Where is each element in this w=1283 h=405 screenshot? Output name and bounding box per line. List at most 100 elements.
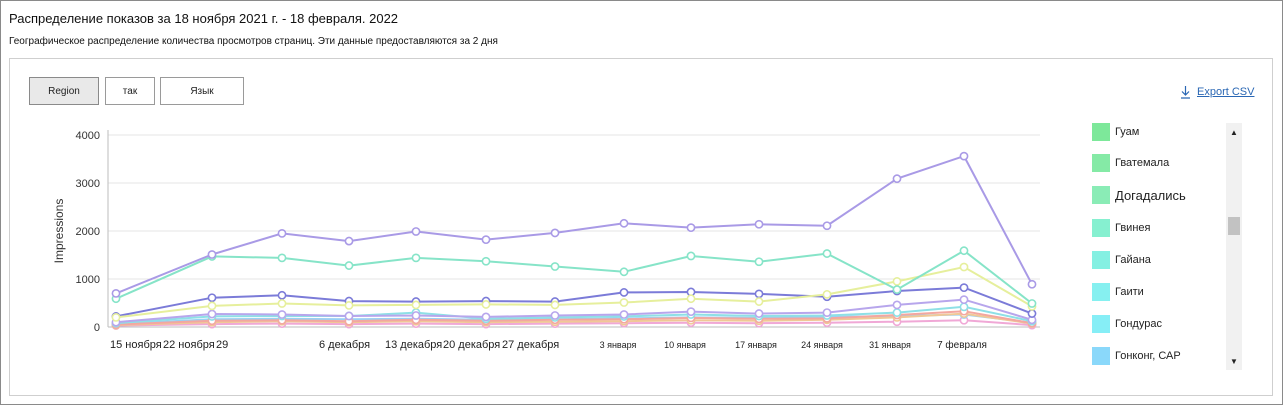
x-tick-label: 20 декабря <box>443 339 500 351</box>
legend-label: Гватемала <box>1115 157 1170 169</box>
data-point <box>1027 299 1037 308</box>
x-tick-label: 24 января <box>801 340 843 350</box>
x-tick-label: 15 ноября <box>110 339 162 351</box>
series-line <box>115 154 1033 295</box>
page-subtitle: Географическое распределение количества … <box>9 36 498 47</box>
data-point <box>411 300 421 310</box>
legend-swatch <box>1092 347 1110 365</box>
data-point <box>344 236 354 246</box>
chevron-down-icon[interactable]: ▼ <box>1230 356 1238 366</box>
data-point <box>411 311 421 320</box>
data-point <box>959 246 969 256</box>
data-point <box>344 311 354 321</box>
download-icon <box>1181 86 1190 99</box>
legend-label: Гуам <box>1115 126 1140 138</box>
data-point <box>411 253 421 263</box>
data-point <box>550 300 560 310</box>
data-point <box>207 250 217 259</box>
data-point <box>619 267 629 277</box>
data-point <box>344 261 354 270</box>
data-point <box>207 293 217 303</box>
data-point <box>1027 309 1037 318</box>
legend-label: Догадались <box>1115 187 1186 203</box>
y-axis-label: Impressions <box>52 199 66 264</box>
data-point <box>277 290 287 300</box>
legend-swatch <box>1092 123 1110 141</box>
data-point <box>277 310 287 319</box>
tab-region[interactable]: Region <box>29 77 99 105</box>
y-tick-label: 0 <box>94 322 100 334</box>
y-tick-label: 3000 <box>76 178 100 190</box>
legend-label: Гайана <box>1115 254 1151 266</box>
data-point <box>344 300 354 310</box>
legend-swatch <box>1092 315 1110 333</box>
data-point <box>686 294 696 304</box>
data-point <box>822 249 832 258</box>
data-point <box>619 288 629 297</box>
data-point <box>277 228 287 238</box>
y-tick-label: 2000 <box>76 226 100 238</box>
chart-panel <box>9 58 1273 396</box>
data-point <box>686 223 696 233</box>
data-point <box>754 297 764 306</box>
legend-item[interactable]: Гвинея <box>1092 219 1150 237</box>
scrollbar-thumb[interactable] <box>1228 217 1240 235</box>
data-point <box>619 298 629 307</box>
series-line <box>115 249 1033 305</box>
data-point <box>550 228 560 238</box>
series-line <box>115 286 1033 318</box>
export-csv-link[interactable]: Export CSV <box>1180 85 1254 99</box>
legend-item[interactable]: Догадались <box>1092 186 1186 204</box>
legend-item[interactable]: Гватемала <box>1092 154 1169 172</box>
legend-label: Гонконг, САР <box>1115 350 1181 362</box>
tab-language[interactable]: Язык <box>160 77 244 105</box>
data-point <box>959 151 969 161</box>
tab-tak[interactable]: так <box>105 77 155 105</box>
legend-item[interactable]: Гаити <box>1092 283 1144 301</box>
legend-item[interactable]: Гайана <box>1092 251 1151 269</box>
legend-item[interactable]: Гуам <box>1092 123 1139 141</box>
data-point <box>686 251 696 261</box>
data-point <box>892 308 902 317</box>
x-tick-label: 31 января <box>869 340 911 350</box>
data-point <box>959 302 969 312</box>
data-point <box>822 289 832 299</box>
series-line <box>115 305 1033 325</box>
y-tick-label: 4000 <box>76 130 100 142</box>
legend-item[interactable]: Гонконг, САР <box>1092 347 1181 365</box>
legend-swatch <box>1092 154 1110 172</box>
series-line <box>115 319 1033 327</box>
x-tick-label: 29 <box>216 339 228 351</box>
legend-scrollbar[interactable]: ▲ ▼ <box>1226 123 1242 370</box>
legend-item[interactable]: Гондурас <box>1092 315 1162 333</box>
page-title: Распределение показов за 18 ноября 2021 … <box>9 11 399 26</box>
legend-swatch <box>1092 219 1110 237</box>
data-point <box>550 262 560 271</box>
data-point <box>207 309 217 319</box>
x-tick-label: 27 декабря <box>502 339 559 351</box>
data-point <box>754 219 764 229</box>
legend-label: Гондурас <box>1115 318 1162 330</box>
x-tick-label: 13 декабря <box>385 339 442 351</box>
export-csv-label: Export CSV <box>1197 86 1255 98</box>
x-tick-label: 3 января <box>600 340 637 350</box>
legend-label: Гвинея <box>1115 222 1151 234</box>
data-point <box>892 276 902 286</box>
data-point <box>481 256 491 266</box>
legend-swatch <box>1092 186 1110 204</box>
chevron-up-icon[interactable]: ▲ <box>1230 127 1238 137</box>
data-point <box>481 235 491 245</box>
x-tick-label: 7 февраля <box>937 339 987 351</box>
data-point <box>619 218 629 228</box>
data-point <box>207 301 217 311</box>
data-point <box>277 299 287 308</box>
legend-label: Гаити <box>1115 286 1144 298</box>
legend-swatch <box>1092 251 1110 269</box>
data-point <box>619 310 629 319</box>
data-point <box>892 285 902 294</box>
data-point <box>111 312 121 322</box>
data-point <box>822 221 832 231</box>
legend-swatch <box>1092 283 1110 301</box>
data-point <box>892 174 902 184</box>
